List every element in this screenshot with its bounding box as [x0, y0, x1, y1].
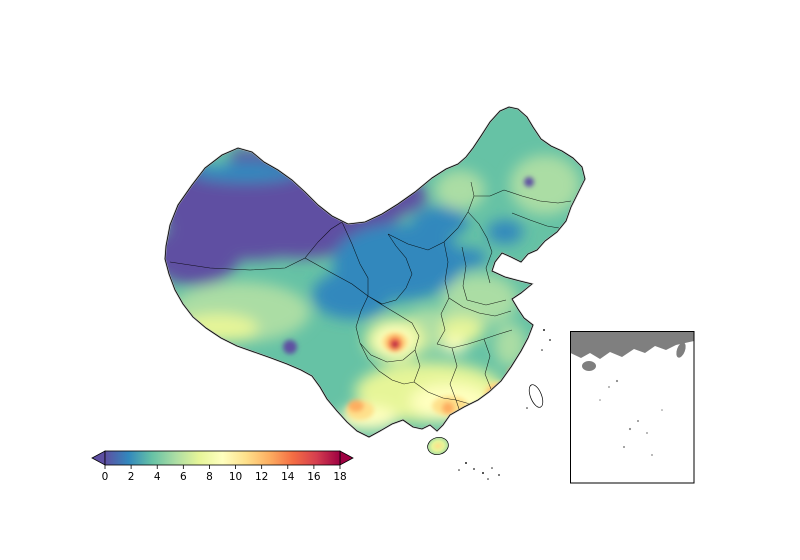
- south-china-sea-inset: [570, 331, 695, 484]
- colorbar-tick-label: 14: [281, 471, 295, 483]
- colorbar-ticks: 0 2 4 6 8 10 12 14 16 18: [102, 465, 347, 483]
- colorbar: 0 2 4 6 8 10 12 14 16 18: [91, 450, 354, 483]
- colorbar-left-arrow: [91, 450, 106, 466]
- inset-border: [570, 331, 695, 484]
- inset-taiwan: [676, 342, 686, 358]
- inset-islands: [599, 379, 663, 456]
- colorbar-tick-label: 2: [128, 471, 135, 483]
- inset-content: [570, 331, 694, 456]
- colorbar-tick-label: 16: [307, 471, 321, 483]
- province-borders: [169, 181, 572, 413]
- density-field: [165, 107, 585, 437]
- colorbar-tick-label: 12: [255, 471, 268, 483]
- colorbar-tick-label: 8: [206, 471, 213, 483]
- inset-land: [570, 331, 694, 359]
- colorbar-tick-label: 10: [229, 471, 242, 483]
- colorbar-tick-label: 0: [102, 471, 109, 483]
- inset-hainan: [582, 361, 596, 371]
- inset-sea: [570, 331, 694, 483]
- china-choropleth-map: [164, 106, 586, 480]
- colorbar-right-arrow: [339, 450, 354, 466]
- colorbar-tick-label: 18: [333, 471, 346, 483]
- taiwan-island: [528, 384, 544, 408]
- colorbar-gradient-bar: [104, 450, 341, 466]
- coastal-islands: [458, 329, 551, 480]
- colorbar-tick-label: 6: [180, 471, 187, 483]
- colorbar-tick-label: 4: [154, 471, 161, 483]
- hainan-island: [427, 437, 449, 455]
